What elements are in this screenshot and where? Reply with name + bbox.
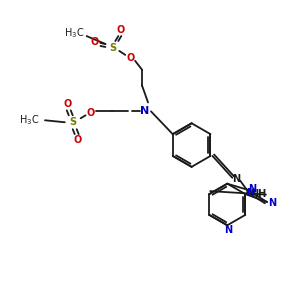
Text: O: O	[126, 53, 134, 63]
Text: S: S	[69, 117, 76, 127]
Text: O: O	[74, 135, 82, 145]
Text: NH: NH	[250, 189, 266, 199]
Text: O: O	[90, 37, 99, 47]
Text: N: N	[248, 184, 256, 194]
Text: N: N	[140, 106, 150, 116]
Text: N: N	[232, 174, 240, 184]
Text: N: N	[224, 225, 232, 235]
Text: N: N	[268, 198, 276, 208]
Text: H$_3$C: H$_3$C	[19, 113, 39, 127]
Text: N: N	[246, 188, 254, 198]
Text: O: O	[116, 25, 124, 35]
Text: O: O	[86, 108, 95, 118]
Text: H$_3$C: H$_3$C	[64, 26, 84, 40]
Text: S: S	[109, 43, 116, 53]
Text: O: O	[64, 99, 72, 110]
